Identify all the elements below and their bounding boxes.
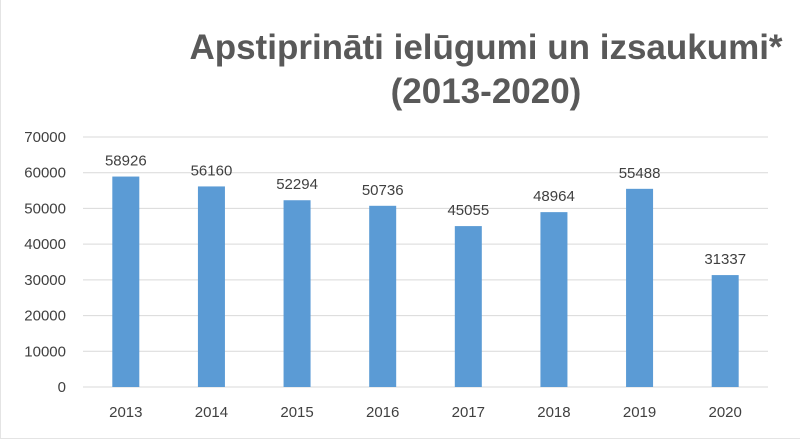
bar — [626, 188, 654, 387]
x-tick-label: 2017 — [452, 404, 485, 421]
bar-data-label: 52294 — [276, 176, 318, 193]
bar — [369, 205, 397, 387]
bar-data-label: 58926 — [105, 153, 147, 170]
x-tick-label: 2013 — [109, 404, 142, 421]
bar-data-label: 50736 — [362, 182, 404, 199]
bar — [112, 176, 140, 387]
bar — [197, 186, 225, 387]
bar — [540, 212, 568, 387]
sheet-gridline — [0, 0, 1, 439]
x-tick-label: 2015 — [280, 404, 313, 421]
y-tick-label: 50000 — [24, 200, 66, 217]
bar — [454, 226, 482, 387]
bar-data-label: 56160 — [191, 162, 233, 179]
chart-title-line: Apstiprināti ielūgumi un izsaukumi* — [189, 28, 783, 67]
x-tick-label: 2014 — [195, 404, 228, 421]
bar — [283, 200, 311, 387]
bar — [711, 275, 739, 387]
x-tick-label: 2016 — [366, 404, 399, 421]
x-tick-label: 2018 — [537, 404, 570, 421]
y-tick-label: 70000 — [24, 129, 66, 146]
y-tick-label: 20000 — [24, 308, 66, 325]
chart-subtitle-line: (2013-2020) — [390, 72, 582, 111]
y-tick-label: 60000 — [24, 165, 66, 182]
y-tick-label: 40000 — [24, 236, 66, 253]
y-tick-label: 10000 — [24, 343, 66, 360]
bar-data-label: 31337 — [704, 251, 746, 268]
x-tick-label: 2019 — [623, 404, 656, 421]
chart-title: Apstiprināti ielūgumi un izsaukumi* (201… — [180, 26, 792, 114]
bar-data-label: 48964 — [533, 188, 575, 205]
y-tick-label: 0 — [58, 379, 66, 396]
y-tick-label: 30000 — [24, 272, 66, 289]
bar-data-label: 55488 — [619, 165, 661, 182]
x-tick-label: 2020 — [709, 404, 742, 421]
bar-data-label: 45055 — [447, 202, 489, 219]
